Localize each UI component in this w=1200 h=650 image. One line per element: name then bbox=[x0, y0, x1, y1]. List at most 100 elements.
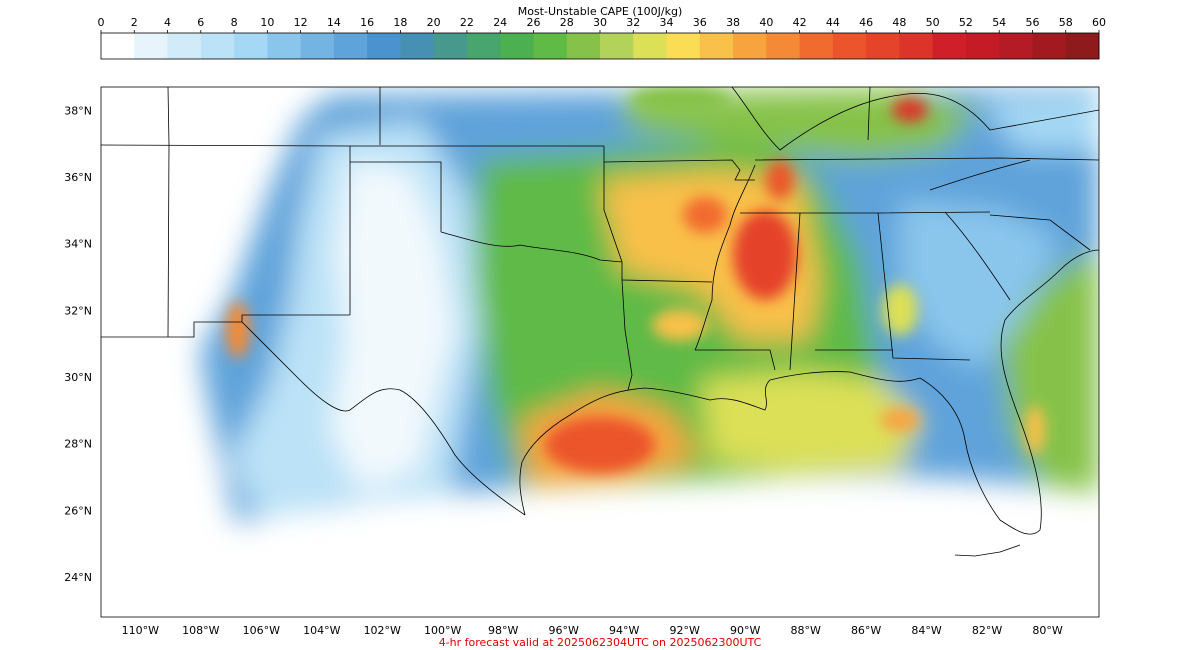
cape-core-panhandle bbox=[880, 408, 920, 432]
longitude-label: 88°W bbox=[790, 624, 820, 637]
boundary-arizona-nm bbox=[101, 314, 350, 338]
boundary-mississippi-river bbox=[694, 164, 756, 351]
colorbar-tick-label: 48 bbox=[892, 16, 906, 29]
colorbar-cell-14-16 bbox=[333, 33, 368, 59]
colorbar-tick-label: 2 bbox=[131, 16, 138, 29]
colorbar-tick-label: 26 bbox=[526, 16, 540, 29]
boundary-missouri-arkansas bbox=[603, 159, 755, 181]
cape-high-gulf bbox=[700, 370, 920, 470]
cape-minimum-west bbox=[330, 160, 455, 490]
longitude-label: 110°W bbox=[122, 624, 159, 637]
colorbar-tick-label: 60 bbox=[1092, 16, 1106, 29]
latitude-label: 38°N bbox=[64, 104, 92, 117]
colorbar-cell-46-48 bbox=[866, 33, 900, 59]
longitude-label: 106°W bbox=[243, 624, 280, 637]
colorbar-tick-label: 16 bbox=[360, 16, 374, 29]
latitude-label: 28°N bbox=[64, 438, 92, 451]
cape-core-mississippi bbox=[733, 210, 797, 300]
colorbar-cell-34-36 bbox=[666, 33, 701, 59]
state-boundaries bbox=[101, 87, 1099, 557]
coastline-louisiana bbox=[709, 371, 921, 411]
colorbar-cell-40-42 bbox=[766, 33, 800, 59]
colorbar-tick-label: 42 bbox=[793, 16, 807, 29]
colorbar-tick-label: 4 bbox=[164, 16, 171, 29]
colorbar-cell-18-20 bbox=[400, 33, 435, 59]
colorbar-tick-label: 36 bbox=[693, 16, 707, 29]
colorbar-tick-label: 56 bbox=[1025, 16, 1039, 29]
colorbar-tick-label: 54 bbox=[992, 16, 1006, 29]
colorbar-tick-label: 12 bbox=[294, 16, 308, 29]
cape-core-georgia bbox=[882, 284, 918, 336]
colorbar-cell-44-46 bbox=[832, 33, 867, 59]
boundary-al-ga bbox=[877, 212, 971, 361]
map-panel: 24°N 26°N 28°N 30°N 32°N 34°N 36°N 38°N 110°W 10… bbox=[64, 86, 1100, 637]
colorbar-tick-label: 30 bbox=[593, 16, 607, 29]
colorbar-tick-label: 50 bbox=[926, 16, 940, 29]
colorbar-cells bbox=[101, 33, 1100, 59]
longitude-label: 80°W bbox=[1032, 624, 1062, 637]
colorbar-cell-0-2 bbox=[101, 33, 135, 59]
boundary-red-river bbox=[440, 231, 623, 263]
colorbar-tick-label: 0 bbox=[98, 16, 105, 29]
boundary-rio-grande bbox=[241, 321, 526, 516]
colorbar-cell-48-50 bbox=[899, 33, 934, 59]
colorbar-tick-label: 52 bbox=[959, 16, 973, 29]
colorbar-tick-label: 18 bbox=[393, 16, 407, 29]
boundary-utah-colorado bbox=[167, 87, 170, 338]
colorbar-cell-4-6 bbox=[167, 33, 202, 59]
colorbar-cell-32-34 bbox=[633, 33, 667, 59]
coastline-keys bbox=[954, 544, 1021, 557]
colorbar-tick-label: 32 bbox=[626, 16, 640, 29]
latitude-labels: 24°N 26°N 28°N 30°N 32°N 34°N 36°N 38°N bbox=[64, 104, 92, 584]
colorbar-cell-2-4 bbox=[134, 33, 168, 59]
longitude-label: 96°W bbox=[549, 624, 579, 637]
forecast-caption: 4-hr forecast valid at 2025062304UTC on … bbox=[438, 636, 762, 649]
cape-core-missouri bbox=[630, 87, 730, 114]
colorbar-cell-42-44 bbox=[799, 33, 834, 59]
colorbar-tick-label: 58 bbox=[1059, 16, 1073, 29]
longitude-label: 84°W bbox=[911, 624, 941, 637]
boundary-louisiana-south bbox=[695, 349, 776, 371]
latitude-label: 26°N bbox=[64, 504, 92, 517]
boundary-arkansas-louisiana bbox=[621, 279, 713, 283]
longitude-labels: 110°W 108°W 106°W 104°W 102°W 100°W 98°W 96°W 94… bbox=[122, 624, 1063, 637]
longitude-label: 86°W bbox=[851, 624, 881, 637]
colorbar-tick-label: 28 bbox=[560, 16, 574, 29]
colorbar-cell-50-52 bbox=[932, 33, 967, 59]
colorbar-tick-label: 22 bbox=[460, 16, 474, 29]
latitude-label: 30°N bbox=[64, 371, 92, 384]
latitude-label: 36°N bbox=[64, 171, 92, 184]
colorbar-cell-24-26 bbox=[500, 33, 534, 59]
boundary-nc-sc bbox=[989, 214, 1091, 251]
boundary-arkansas-oklahoma bbox=[603, 146, 623, 280]
longitude-label: 82°W bbox=[972, 624, 1002, 637]
cape-core-florida-east bbox=[1025, 405, 1045, 455]
cape-low-northeast bbox=[980, 95, 1099, 150]
colorbar-cell-58-60 bbox=[1065, 33, 1100, 59]
colorbar-cell-56-58 bbox=[1032, 33, 1067, 59]
colorbar: 0 2 4 6 8 10 12 14 16 18 20 22 24 26 28 30 32 34 36 38 40 42 4… bbox=[98, 16, 1106, 60]
colorbar-cell-38-40 bbox=[733, 33, 767, 59]
colorbar-cell-8-10 bbox=[234, 33, 268, 59]
latitude-label: 32°N bbox=[64, 304, 92, 317]
boundary-kentucky bbox=[731, 87, 1099, 151]
longitude-label: 92°W bbox=[669, 624, 699, 637]
colorbar-cell-10-12 bbox=[267, 33, 301, 59]
longitude-label: 90°W bbox=[730, 624, 760, 637]
longitude-label: 94°W bbox=[609, 624, 639, 637]
longitude-label: 100°W bbox=[424, 624, 461, 637]
longitude-label: 108°W bbox=[182, 624, 219, 637]
coastline-florida-east bbox=[1000, 249, 1099, 531]
colorbar-tick-label: 40 bbox=[759, 16, 773, 29]
boundary-tennessee bbox=[754, 157, 1099, 161]
colorbar-tick-label: 46 bbox=[859, 16, 873, 29]
cape-core-texas-coast bbox=[545, 417, 655, 473]
colorbar-cell-16-18 bbox=[367, 33, 401, 59]
colorbar-tick-label: 8 bbox=[231, 16, 238, 29]
colorbar-cell-26-28 bbox=[533, 33, 568, 59]
longitude-label: 102°W bbox=[364, 624, 401, 637]
cape-core-kentucky bbox=[892, 98, 928, 122]
longitude-label: 98°W bbox=[488, 624, 518, 637]
colorbar-tick-label: 20 bbox=[427, 16, 441, 29]
